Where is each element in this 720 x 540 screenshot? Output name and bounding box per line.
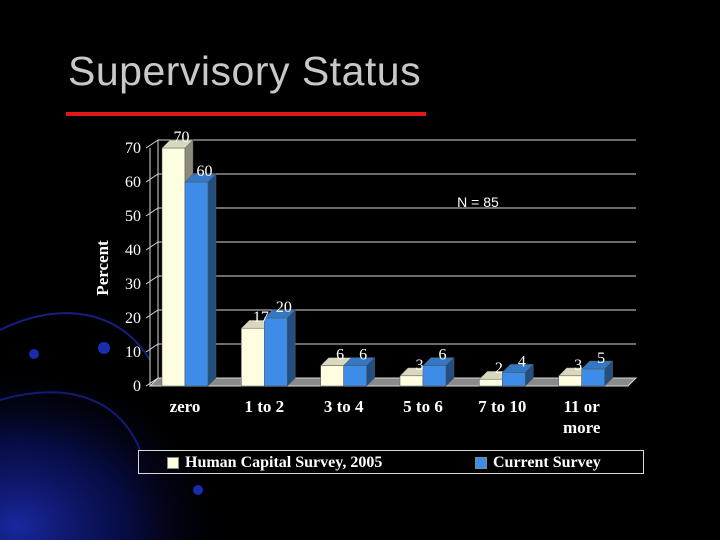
y-tick-label: 0	[133, 378, 141, 395]
y-tick	[145, 139, 159, 149]
bar-front	[241, 327, 265, 387]
y-tick	[145, 275, 159, 285]
bar-front	[422, 365, 447, 387]
bars	[161, 139, 614, 387]
data-label: 60	[197, 163, 213, 180]
y-tick-label: 60	[125, 174, 141, 191]
bar-side	[287, 309, 296, 387]
bar-side	[604, 360, 613, 387]
bar-front	[184, 181, 209, 387]
bar-front	[343, 365, 367, 387]
y-tick	[145, 207, 159, 217]
bar	[263, 309, 296, 387]
data-label: 17	[253, 309, 269, 326]
bar	[422, 356, 455, 387]
legend-swatch	[475, 457, 487, 469]
sample-size-annotation: N = 85	[457, 194, 499, 210]
data-label: 2	[495, 360, 503, 377]
y-tick-label: 70	[125, 140, 141, 157]
y-tick-label: 40	[125, 242, 141, 259]
x-tick-label: 1 to 2	[244, 397, 284, 416]
bar-side	[445, 356, 455, 387]
bar-front	[502, 372, 526, 387]
x-tick-label: 7 to 10	[478, 397, 526, 416]
legend-swatch	[167, 457, 179, 469]
data-label: 3	[416, 357, 424, 374]
x-tick-label: 11 or	[563, 397, 600, 416]
bar	[343, 356, 376, 387]
data-label: 3	[574, 357, 582, 374]
bar-front	[581, 368, 605, 387]
y-tick	[145, 343, 159, 353]
gridlines	[158, 139, 636, 345]
bar-front	[320, 365, 344, 387]
bar-front	[479, 378, 503, 387]
data-label: 5	[597, 350, 605, 367]
bar-front	[399, 375, 424, 387]
y-tick	[145, 173, 159, 183]
y-tick-label: 50	[125, 208, 141, 225]
y-tick-label: 10	[125, 344, 141, 361]
legend-label: Human Capital Survey, 2005	[185, 454, 383, 471]
bar-side	[366, 356, 375, 387]
bar-front	[558, 375, 582, 387]
x-tick-label: zero	[170, 397, 201, 416]
legend-label: Current Survey	[493, 454, 601, 471]
y-tick-label: 20	[125, 310, 141, 327]
bar-side	[525, 363, 534, 387]
y-tick	[145, 241, 159, 251]
y-tick	[145, 309, 159, 319]
bar-front	[161, 147, 186, 387]
x-tick-label: more	[563, 418, 601, 437]
data-label: 6	[439, 347, 447, 364]
y-tick-label: 30	[125, 276, 141, 293]
bar	[184, 173, 217, 387]
legend-item-series-2: Current Survey	[475, 454, 601, 472]
y-axis-label: Percent	[93, 240, 112, 296]
data-label: 4	[518, 353, 526, 370]
data-label: 6	[336, 347, 344, 364]
data-label: 20	[276, 299, 292, 316]
slide-title: Supervisory Status	[68, 48, 422, 94]
chart-legend: Human Capital Survey, 2005 Current Surve…	[138, 450, 644, 474]
x-tick-label: 3 to 4	[324, 397, 364, 416]
bar	[581, 360, 614, 387]
x-tick-label: 5 to 6	[403, 397, 443, 416]
title-underline	[66, 112, 426, 116]
legend-item-series-1: Human Capital Survey, 2005	[167, 454, 382, 472]
bar	[501, 363, 534, 387]
data-label: 70	[174, 129, 190, 146]
bar-side	[207, 173, 217, 387]
data-label: 6	[359, 347, 367, 364]
bar-front	[264, 317, 288, 387]
